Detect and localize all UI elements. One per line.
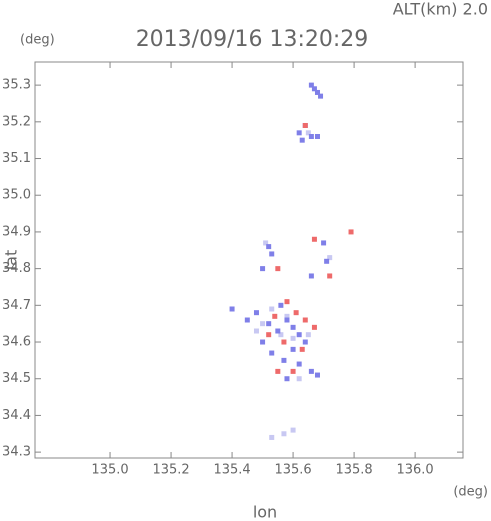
plot-frame	[34, 61, 464, 459]
echo-point	[266, 321, 272, 327]
echo-point	[314, 89, 320, 95]
echo-point	[308, 134, 314, 140]
echo-point	[296, 332, 302, 338]
echo-point	[308, 368, 314, 374]
echo-point	[284, 376, 290, 382]
echo-point	[302, 122, 308, 128]
echo-point	[253, 328, 259, 334]
echo-point	[290, 346, 296, 352]
y-tick-label: 35.0	[2, 188, 31, 203]
y-unit: (deg)	[20, 33, 55, 48]
echo-point	[308, 273, 314, 279]
x-unit: (deg)	[453, 485, 488, 500]
echo-point	[321, 240, 327, 246]
echo-point	[263, 240, 269, 246]
echo-point	[290, 324, 296, 330]
x-tick-label: 135.4	[213, 463, 250, 478]
echo-point	[314, 134, 320, 140]
y-tick-label: 35.2	[2, 114, 31, 129]
echo-point	[305, 332, 311, 338]
echo-point	[293, 310, 299, 316]
echo-point	[260, 339, 266, 345]
echo-point	[269, 350, 275, 356]
echo-point	[269, 251, 275, 257]
echo-point	[275, 368, 281, 374]
echo-point	[272, 313, 278, 319]
echo-point	[275, 266, 281, 272]
x-tick-label: 135.0	[91, 463, 128, 478]
echo-point	[278, 332, 284, 338]
echo-point	[305, 130, 311, 136]
echo-point	[324, 258, 330, 264]
echo-point	[253, 310, 259, 316]
echo-point	[302, 339, 308, 345]
x-tick-label: 135.2	[152, 463, 189, 478]
y-tick-label: 34.3	[2, 445, 31, 460]
echo-point	[296, 361, 302, 367]
y-tick-label: 35.3	[2, 78, 31, 93]
echo-point	[290, 335, 296, 341]
echo-point	[299, 346, 305, 352]
echo-point	[281, 431, 287, 437]
echo-point	[278, 302, 284, 308]
y-tick-label: 35.1	[2, 151, 31, 166]
echo-point	[266, 244, 272, 250]
echo-point	[260, 266, 266, 272]
echo-point	[318, 93, 324, 99]
echo-point	[327, 255, 333, 261]
echo-point	[229, 306, 235, 312]
y-tick-label: 34.6	[2, 335, 31, 350]
echo-point	[311, 86, 317, 92]
x-tick-label: 135.8	[335, 463, 372, 478]
echo-point	[311, 324, 317, 330]
echo-point	[299, 137, 305, 143]
x-axis-title: lon	[253, 503, 277, 521]
echo-point	[302, 317, 308, 323]
echo-point	[260, 321, 266, 327]
echo-point	[269, 434, 275, 440]
chart-title: 2013/09/16 13:20:29	[136, 27, 369, 52]
echo-point	[284, 313, 290, 319]
y-tick-label: 34.8	[2, 261, 31, 276]
x-tick-label: 136.0	[396, 463, 433, 478]
y-tick-label: 34.9	[2, 224, 31, 239]
echo-point	[348, 229, 354, 235]
echo-point	[311, 236, 317, 242]
echo-point	[244, 317, 250, 323]
echo-point	[281, 357, 287, 363]
x-tick-label: 135.6	[274, 463, 311, 478]
echo-point	[296, 376, 302, 382]
echo-point	[284, 317, 290, 323]
altitude-label: ALT(km) 2.0	[393, 0, 488, 19]
echo-point	[314, 372, 320, 378]
echo-point	[284, 299, 290, 305]
y-axis-title: lat	[2, 250, 21, 271]
echo-point	[281, 339, 287, 345]
echo-point	[290, 368, 296, 374]
y-tick-label: 34.5	[2, 371, 31, 386]
echo-point	[269, 306, 275, 312]
echo-point	[290, 427, 296, 433]
echo-point	[296, 130, 302, 136]
y-tick-label: 34.4	[2, 408, 31, 423]
echo-point	[266, 332, 272, 338]
echo-point	[327, 273, 333, 279]
y-tick-label: 34.7	[2, 298, 31, 313]
echo-point	[308, 82, 314, 88]
echo-point	[275, 328, 281, 334]
